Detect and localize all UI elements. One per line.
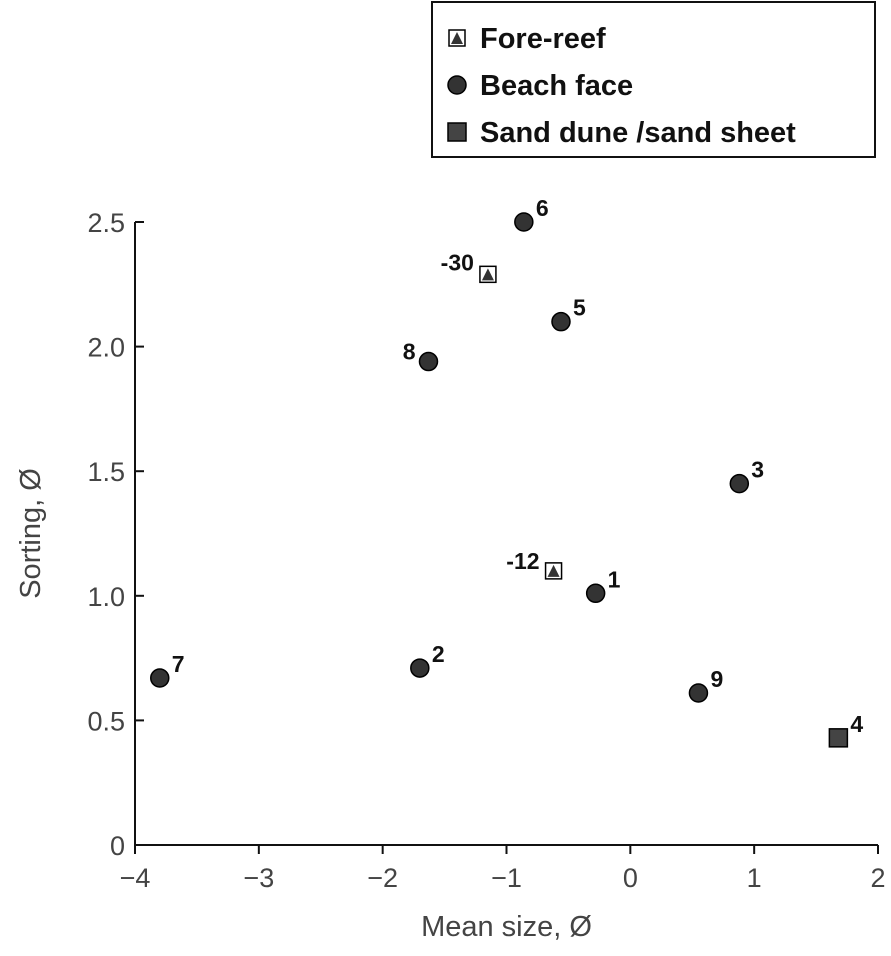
point-marker (688, 683, 709, 703)
x-tick-label: −4 (120, 863, 151, 893)
data-point: 3 (729, 457, 764, 494)
point-marker (514, 212, 534, 232)
y-tick-label: 0 (110, 831, 125, 861)
legend-marker (447, 75, 467, 95)
point-marker (585, 583, 606, 604)
y-tick-label: 2.0 (87, 333, 125, 363)
legend-item: Sand dune /sand sheet (447, 117, 796, 149)
data-point: 2 (410, 641, 445, 678)
x-tick-label: 2 (870, 863, 885, 893)
point-marker (551, 311, 571, 332)
point-label: 1 (608, 566, 621, 592)
y-tick-label: 1.5 (87, 457, 125, 487)
point-marker (828, 728, 849, 748)
y-tick-label: 0.5 (87, 706, 125, 736)
data-point: 5 (551, 295, 586, 332)
legend: Fore-reef Beach face Sand dune /sand sheet (431, 1, 876, 158)
legend-box (431, 1, 876, 158)
x-tick-label: 0 (623, 863, 638, 893)
legend-marker-triangle (451, 32, 463, 44)
x-tick-label: −1 (491, 863, 522, 893)
point-marker (729, 473, 750, 494)
x-ticks: −4 −3 −2 −1 0 1 2 (120, 845, 886, 893)
point-label: 2 (432, 641, 445, 667)
data-point: 8 (403, 339, 439, 372)
point-marker (418, 351, 439, 372)
point-marker-triangle (547, 564, 560, 577)
point-label: 5 (573, 295, 586, 321)
point-label: 8 (403, 339, 416, 365)
point-marker-triangle (481, 268, 494, 281)
y-ticks: 0 0.5 1.0 1.5 2.0 2.5 (87, 208, 144, 861)
x-tick-label: −3 (243, 863, 274, 893)
point-label: 7 (172, 651, 185, 677)
point-label: 9 (710, 666, 723, 692)
data-point: 4 (828, 711, 863, 748)
point-label: -12 (506, 548, 539, 574)
data-point: 7 (150, 651, 185, 688)
y-axis-label: Sorting, Ø (15, 468, 47, 599)
point-marker (150, 668, 170, 688)
point-label: 4 (850, 711, 863, 737)
point-label: 3 (751, 457, 764, 483)
data-points: -30 -12 1 2 3 5 6 7 8 9 4 (150, 195, 863, 748)
point-label: -30 (441, 249, 474, 275)
data-point: -30 (441, 249, 497, 284)
y-tick-label: 2.5 (87, 208, 125, 238)
legend-label: Beach face (480, 70, 633, 102)
legend-label: Sand dune /sand sheet (480, 117, 796, 149)
x-tick-label: 1 (747, 863, 762, 893)
data-point: 6 (514, 195, 549, 232)
y-tick-label: 1.0 (87, 582, 125, 612)
x-axis-label: Mean size, Ø (421, 911, 592, 943)
data-point: 1 (585, 566, 621, 604)
legend-item: Fore-reef (448, 23, 606, 55)
legend-marker (447, 122, 467, 142)
data-point: -12 (506, 548, 563, 580)
legend-item: Beach face (447, 70, 633, 102)
point-marker (410, 658, 430, 678)
x-tick-label: −2 (367, 863, 398, 893)
data-point: 9 (688, 666, 723, 703)
legend-label: Fore-reef (480, 23, 606, 55)
point-label: 6 (536, 195, 549, 221)
axes (134, 222, 878, 846)
